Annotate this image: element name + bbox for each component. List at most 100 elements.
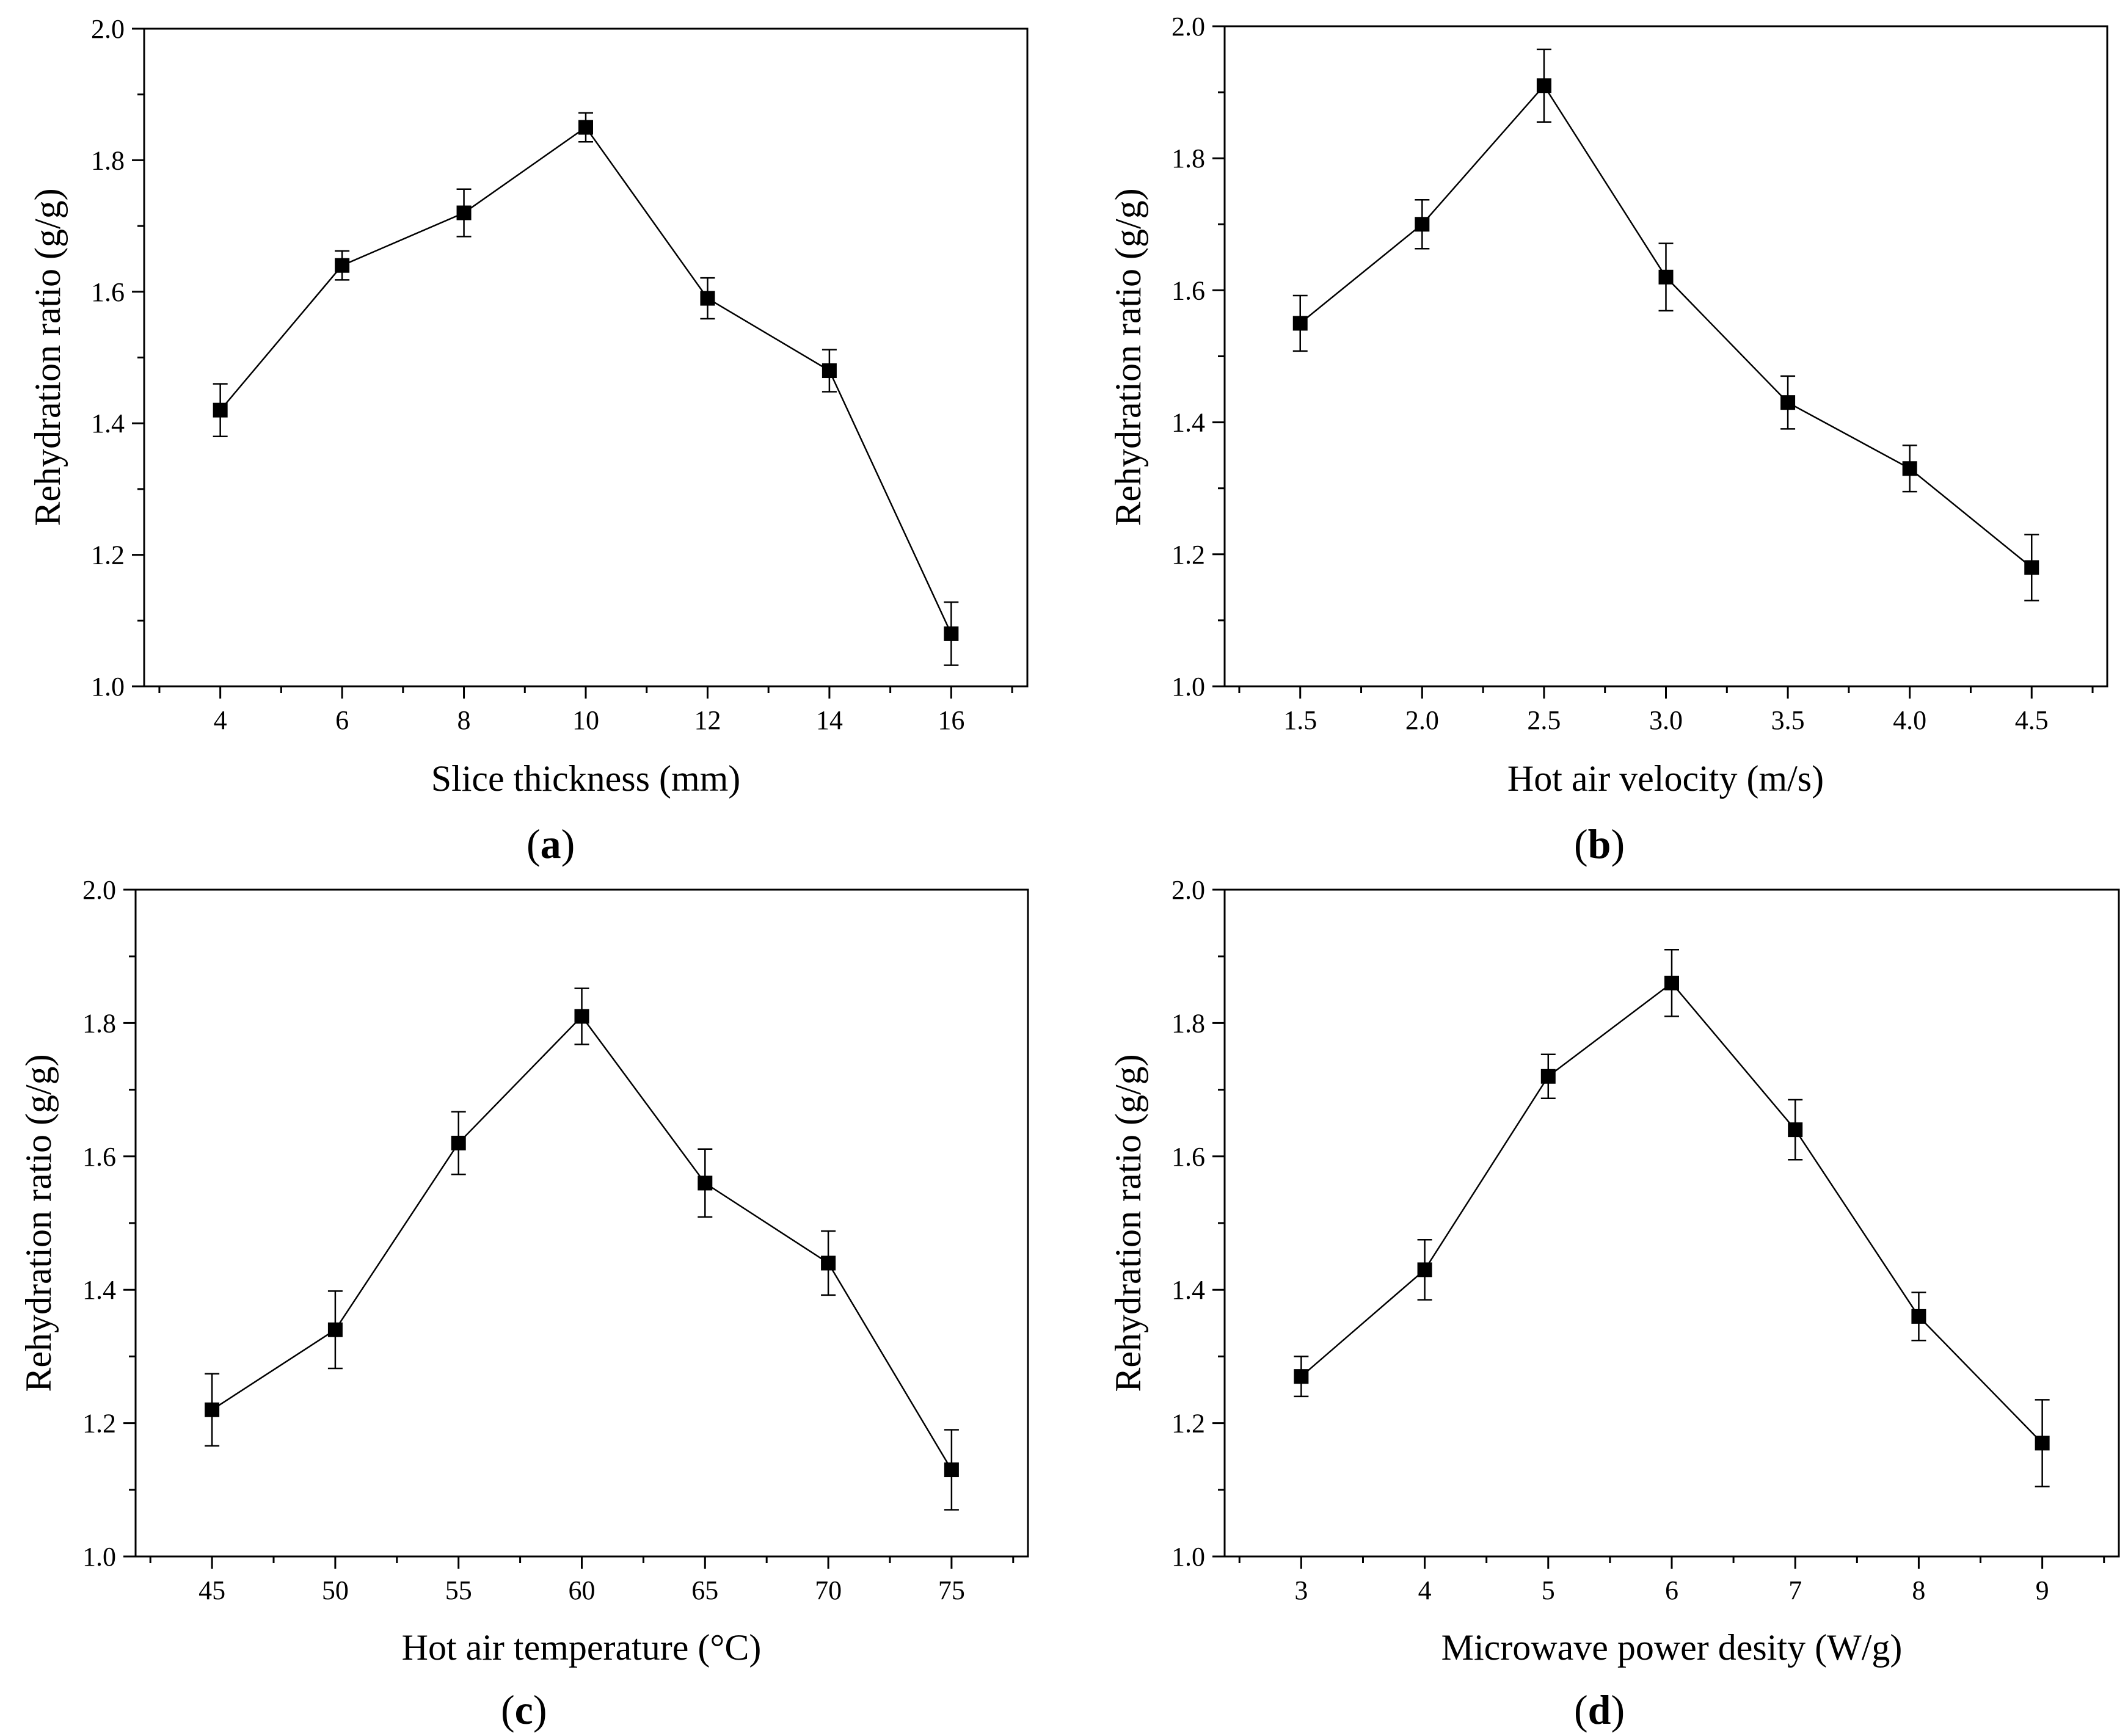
data-point: [2035, 1436, 2050, 1451]
data-point: [1540, 1069, 1556, 1084]
x-tick-label: 5: [1542, 1575, 1555, 1605]
panel-label: (d): [1574, 1687, 1625, 1733]
y-tick-label: 1.4: [1171, 1275, 1205, 1305]
data-point: [1902, 461, 1917, 476]
y-tick-label: 2.0: [82, 875, 116, 905]
panel-a: 1.0 1.2 1.4 1.6 1.8 2.0 4 6 8 10 12 14 16 Rehydrati…: [27, 14, 1029, 867]
data-point: [1415, 217, 1430, 232]
data-point: [1294, 1369, 1309, 1384]
data-point: [335, 258, 350, 273]
x-tick-label: 65: [691, 1575, 718, 1605]
x-tick-label: 8: [457, 705, 471, 735]
y-tick-label: 1.8: [91, 145, 125, 175]
x-tick-label: 60: [569, 1575, 596, 1605]
x-tick-label: 14: [816, 705, 843, 735]
panel-label: (b): [1574, 821, 1625, 867]
x-tick-label: 4: [214, 705, 227, 735]
y-tick-label: 1.4: [1171, 408, 1205, 438]
y-tick-label: 1.0: [1171, 672, 1205, 702]
panel-letter: c: [515, 1687, 533, 1733]
series-line: [1300, 982, 2043, 1444]
x-tick-label: 50: [322, 1575, 349, 1605]
data-point: [578, 120, 593, 135]
data-point: [1417, 1262, 1432, 1277]
y-axis: 1.0 1.2 1.4 1.6 1.8 2.0: [1171, 875, 1225, 1572]
y-axis-title: Rehydration ratio (g/g): [18, 1054, 59, 1392]
x-tick-label: 1.5: [1283, 705, 1317, 735]
panel-b: 1.0 1.2 1.4 1.6 1.8 2.0 1.5 2.0 2.5 3.0 3.5 4.0 4.5…: [1108, 12, 2108, 867]
data-point: [821, 1255, 836, 1271]
data-point: [451, 1135, 466, 1150]
x-axis-title: Microwave power desity (W/g): [1441, 1627, 1903, 1668]
x-tick-label: 70: [815, 1575, 842, 1605]
data-point: [327, 1322, 343, 1337]
series-line: [1299, 84, 2033, 568]
x-tick-label: 9: [2036, 1575, 2049, 1605]
data-point: [1788, 1122, 1803, 1138]
x-tick-label: 8: [1912, 1575, 1925, 1605]
data-point: [1292, 316, 1308, 331]
y-tick-label: 1.8: [1171, 1008, 1205, 1038]
x-axis: 45 50 55 60 65 70 75: [149, 1556, 1015, 1605]
y-tick-label: 1.2: [82, 1409, 116, 1439]
x-tick-label: 12: [694, 705, 721, 735]
data-point: [2024, 560, 2039, 575]
data-series: [1292, 48, 2039, 601]
x-tick-label: 6: [1665, 1575, 1678, 1605]
panel-label: (c): [501, 1687, 547, 1733]
data-point: [944, 1462, 959, 1478]
y-tick-label: 2.0: [91, 14, 125, 44]
panel-c: 1.0 1.2 1.4 1.6 1.8 2.0 45 50 55 60 65 70 75 Rehydr…: [18, 875, 1029, 1733]
x-tick-label: 3: [1294, 1575, 1308, 1605]
data-point: [574, 1009, 589, 1024]
data-point: [822, 363, 837, 379]
panel-letter: b: [1588, 821, 1611, 867]
x-tick-label: 55: [445, 1575, 472, 1605]
y-tick-label: 1.4: [91, 409, 125, 438]
y-tick-label: 1.6: [82, 1142, 116, 1172]
data-point: [700, 291, 715, 306]
x-tick-label: 4.0: [1893, 705, 1926, 735]
y-tick-label: 2.0: [1171, 12, 1205, 42]
y-tick-label: 1.6: [1171, 275, 1205, 305]
x-axis: 4 6 8 10 12 14 16: [158, 686, 1013, 735]
y-tick-label: 1.6: [91, 277, 125, 307]
data-point: [456, 205, 472, 220]
data-point: [1536, 78, 1551, 93]
x-axis: 1.5 2.0 2.5 3.0 3.5 4.0 4.5: [1238, 686, 2094, 735]
y-tick-label: 2.0: [1171, 875, 1205, 905]
y-axis: 1.0 1.2 1.4 1.6 1.8 2.0: [1171, 12, 1225, 702]
y-tick-label: 1.0: [82, 1542, 116, 1572]
x-tick-label: 4.5: [2015, 705, 2049, 735]
plot-frame: [1223, 25, 2108, 688]
x-tick-label: 4: [1418, 1575, 1432, 1605]
data-point: [213, 402, 228, 418]
y-tick-label: 1.2: [91, 540, 125, 570]
x-tick-label: 3.0: [1649, 705, 1683, 735]
data-point: [205, 1402, 220, 1417]
y-axis-title: Rehydration ratio (g/g): [1108, 188, 1148, 526]
y-axis: 1.0 1.2 1.4 1.6 1.8 2.0: [82, 875, 136, 1572]
x-tick-label: 6: [335, 705, 349, 735]
data-point: [698, 1175, 713, 1191]
y-axis-title: Rehydration ratio (g/g): [1108, 1054, 1148, 1392]
y-tick-label: 1.0: [1171, 1542, 1205, 1572]
panel-letter: d: [1588, 1687, 1611, 1733]
x-tick-label: 7: [1788, 1575, 1802, 1605]
series-line: [211, 1015, 952, 1470]
data-series: [213, 112, 959, 666]
y-axis-title: Rehydration ratio (g/g): [27, 188, 68, 526]
y-tick-label: 1.0: [91, 672, 125, 702]
data-series: [205, 987, 959, 1511]
x-tick-label: 3.5: [1771, 705, 1805, 735]
y-tick-label: 1.2: [1171, 540, 1205, 570]
panel-d: 1.0 1.2 1.4 1.6 1.8 2.0 3 4 5 6 7 8 9 Rehydration r…: [1108, 875, 2120, 1733]
x-axis: 3 4 5 6 7 8 9: [1238, 1556, 2105, 1605]
data-point: [1664, 975, 1679, 990]
x-tick-label: 16: [938, 705, 964, 735]
x-axis-title: Slice thickness (mm): [431, 758, 741, 799]
y-tick-label: 1.8: [1171, 143, 1205, 173]
y-tick-label: 1.2: [1171, 1409, 1205, 1439]
x-tick-label: 75: [938, 1575, 965, 1605]
